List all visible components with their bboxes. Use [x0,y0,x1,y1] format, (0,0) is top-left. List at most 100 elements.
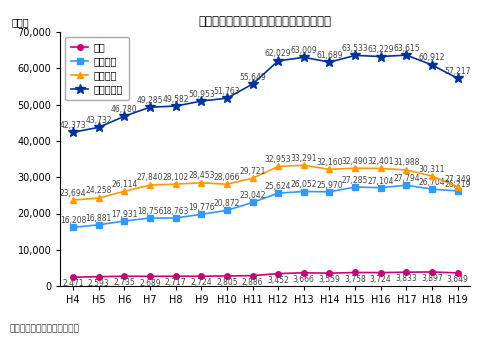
トラック [378,166,384,171]
トラック [96,196,102,200]
事業者全体 [70,130,76,134]
Text: 57,217: 57,217 [445,67,471,76]
事業者全体 [301,55,307,59]
Text: 63,009: 63,009 [290,46,317,55]
Text: 60,912: 60,912 [419,53,445,62]
トラック [327,167,333,172]
Text: 3,758: 3,758 [344,275,366,284]
Line: 事業者全体: 事業者全体 [68,50,463,137]
Text: 42,373: 42,373 [60,121,86,130]
Text: 3,724: 3,724 [370,275,392,284]
Text: 27,104: 27,104 [368,177,394,186]
事業者全体 [403,53,409,57]
Text: 17,931: 17,931 [111,210,138,219]
Text: 28,453: 28,453 [188,171,215,180]
事業者全体 [455,76,461,81]
Text: 26,052: 26,052 [291,180,317,189]
バス [429,270,435,274]
Text: 23,694: 23,694 [60,188,86,197]
Text: 49,582: 49,582 [162,95,189,103]
事業者全体 [378,55,384,59]
Text: 32,490: 32,490 [342,157,369,165]
ハイタク [147,216,153,220]
トラック [147,183,153,187]
Text: 資料）警察庁資料により作成: 資料）警察庁資料により作成 [10,325,79,334]
バス [224,274,230,278]
Text: 2,724: 2,724 [190,278,212,287]
ハイタク [352,185,358,189]
Text: 18,763: 18,763 [162,207,189,216]
Text: 19,776: 19,776 [188,203,215,212]
トラック [250,176,256,180]
Text: 29,721: 29,721 [240,167,266,176]
Text: 43,732: 43,732 [85,116,112,125]
ハイタク [96,223,102,227]
Text: 2,689: 2,689 [139,279,161,287]
Text: 2,593: 2,593 [88,279,110,288]
Text: 33,291: 33,291 [291,154,317,163]
Text: 49,285: 49,285 [137,96,163,104]
ハイタク [275,191,281,195]
Text: 28,102: 28,102 [163,173,189,182]
トラック [352,166,358,170]
ハイタク [224,208,230,212]
事業者全体 [429,63,435,67]
トラック [429,174,435,178]
バス [352,271,358,275]
Text: 31,988: 31,988 [393,158,420,167]
Line: トラック: トラック [70,162,461,204]
Text: 30,311: 30,311 [419,164,445,174]
事業者全体 [121,114,127,118]
Title: 事業用自動車の業態別交通事故件数の推移: 事業用自動車の業態別交通事故件数の推移 [199,15,332,28]
Text: 63,229: 63,229 [368,45,394,54]
トラック [301,163,307,167]
Text: 63,615: 63,615 [393,43,420,53]
トラック [198,181,204,185]
Text: 28,066: 28,066 [214,173,240,182]
Text: 32,401: 32,401 [368,157,394,166]
ハイタク [301,189,307,193]
Text: 3,649: 3,649 [447,275,468,284]
事業者全体 [224,96,230,100]
事業者全体 [173,104,179,108]
Text: 32,953: 32,953 [265,155,292,164]
Text: 16,881: 16,881 [86,214,112,223]
事業者全体 [352,53,358,57]
Text: 2,471: 2,471 [62,279,84,288]
バス [198,274,204,278]
トラック [121,189,127,193]
Text: 25,970: 25,970 [316,181,343,190]
バス [275,272,281,276]
Text: 55,649: 55,649 [239,72,266,82]
Line: バス: バス [70,269,460,280]
Text: 18,756: 18,756 [137,207,163,216]
Text: 26,219: 26,219 [445,180,471,189]
バス [147,274,153,278]
Text: 61,689: 61,689 [316,51,343,60]
Text: 25,624: 25,624 [265,182,291,191]
Text: 2,805: 2,805 [216,278,238,287]
ハイタク [378,186,384,190]
バス [378,271,384,275]
Line: ハイタク: ハイタク [70,182,460,230]
ハイタク [455,189,461,193]
Text: 2,886: 2,886 [242,278,263,287]
トラック [173,182,179,186]
Text: 24,258: 24,258 [86,186,112,195]
Text: 3,666: 3,666 [293,275,315,284]
事業者全体 [147,105,153,109]
トラック [275,164,281,168]
Text: 63,533: 63,533 [342,44,369,53]
トラック [403,168,409,172]
ハイタク [327,190,333,194]
ハイタク [198,212,204,216]
Text: 46,780: 46,780 [111,105,138,114]
Text: 3,559: 3,559 [318,275,340,284]
ハイタク [70,225,76,229]
事業者全体 [198,99,204,103]
バス [327,271,333,275]
Text: 27,349: 27,349 [444,175,471,184]
バス [96,275,102,279]
バス [403,270,409,274]
Text: 62,029: 62,029 [265,49,291,58]
